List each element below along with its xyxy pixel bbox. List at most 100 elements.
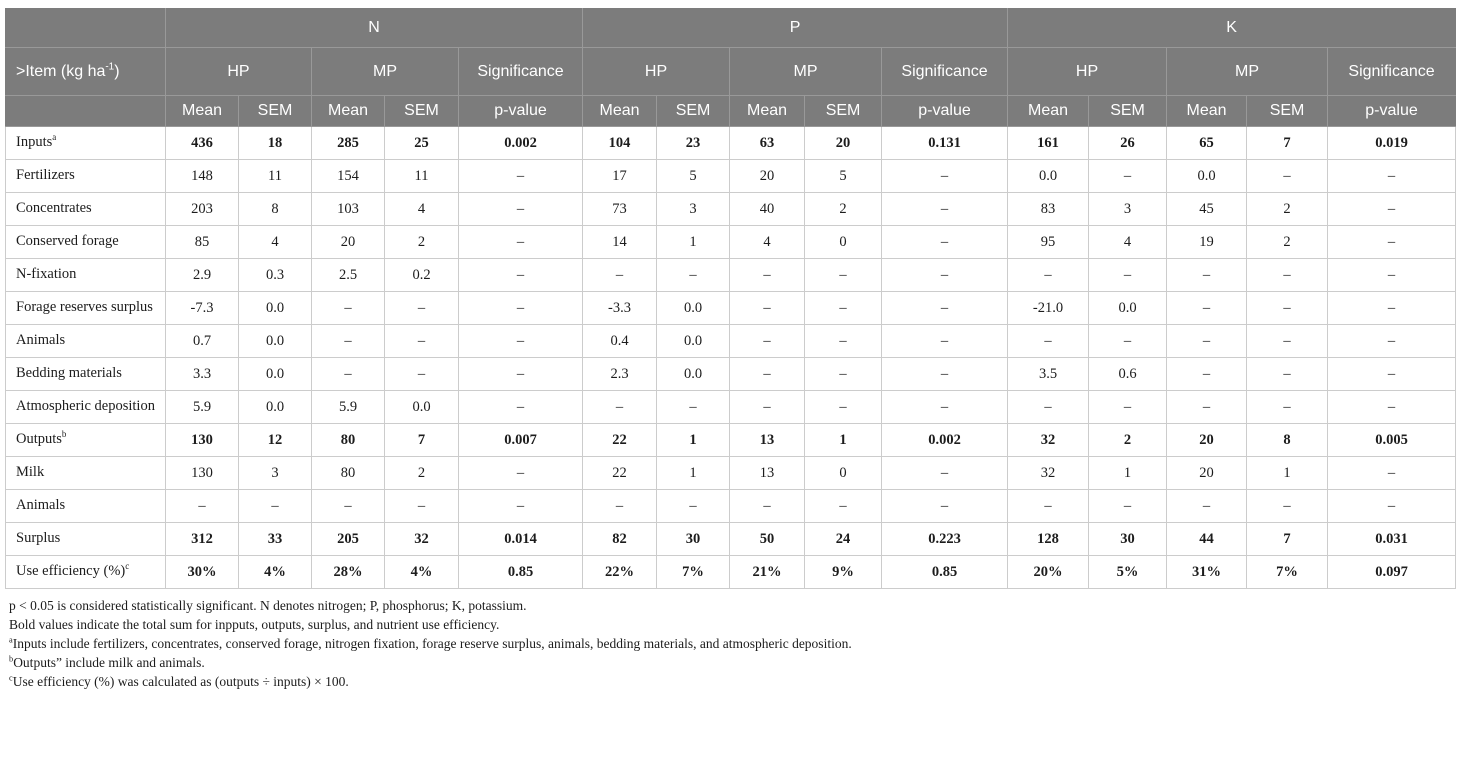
value-cell: – [804, 258, 883, 292]
value-cell: – [1007, 258, 1090, 292]
value-cell: 4% [384, 555, 459, 589]
mean-header: Mean [582, 95, 658, 127]
value-cell: 50 [729, 522, 806, 556]
value-cell: – [311, 324, 385, 358]
value-cell: 0.7 [165, 324, 239, 358]
value-cell: – [881, 225, 1009, 259]
value-cell: 22 [582, 456, 658, 490]
row-label: N-fixation [5, 258, 166, 292]
value-cell: – [729, 258, 806, 292]
value-cell: – [1327, 357, 1457, 391]
value-cell: 2.9 [165, 258, 239, 292]
value-cell: – [1166, 489, 1248, 523]
value-cell: – [1007, 324, 1090, 358]
sem-header: SEM [1246, 95, 1329, 127]
footnote-text: Use efficiency (%) was calculated as (ou… [12, 674, 349, 689]
footnote: p < 0.05 is considered statistically sig… [9, 596, 1455, 615]
group-header-row: N P K [5, 8, 1457, 48]
value-cell: – [729, 357, 806, 391]
value-cell: 0.0 [238, 291, 312, 325]
value-cell: 205 [311, 522, 385, 556]
value-cell: – [384, 324, 459, 358]
value-cell: – [881, 390, 1009, 424]
value-cell: 148 [165, 159, 239, 193]
value-cell: 0.019 [1327, 126, 1457, 160]
nutrient-balance-table: N P K >Item (kg ha-1) HP MP Significance… [5, 8, 1457, 589]
row-label: Inputsa [5, 126, 166, 160]
value-cell: -7.3 [165, 291, 239, 325]
row-label: Atmospheric deposition [5, 390, 166, 424]
value-cell: 0.0 [656, 291, 731, 325]
value-cell: – [457, 258, 584, 292]
value-cell: – [1166, 324, 1248, 358]
hp-header-n: HP [165, 47, 312, 96]
value-cell: 20 [1166, 423, 1248, 457]
sem-header: SEM [238, 95, 312, 127]
sem-header: SEM [384, 95, 459, 127]
value-cell: 20 [804, 126, 883, 160]
mean-header: Mean [165, 95, 239, 127]
table-body: Inputsa 436 18 285 25 0.002 104 23 63 20 0.131 161 2… [5, 126, 1457, 589]
footnote-sup: b [9, 654, 14, 664]
value-cell: – [881, 489, 1009, 523]
table-row: Animals 0.7 0.0– – –0.4 0.0– – – – – – – – [5, 324, 1457, 358]
value-cell: – [1166, 291, 1248, 325]
value-cell: 0.0 [656, 324, 731, 358]
value-cell: – [457, 225, 584, 259]
row-label: Fertilizers [5, 159, 166, 193]
value-cell: 4 [729, 225, 806, 259]
item-header-empty [5, 95, 166, 127]
value-cell: 2 [1246, 192, 1329, 226]
table-header: N P K >Item (kg ha-1) HP MP Significance… [5, 8, 1457, 127]
value-cell: 30% [165, 555, 239, 589]
value-cell: -3.3 [582, 291, 658, 325]
value-cell: – [1166, 258, 1248, 292]
pvalue-header: p-value [881, 95, 1009, 127]
mean-header: Mean [1007, 95, 1090, 127]
value-cell: – [656, 390, 731, 424]
value-cell: 20 [729, 159, 806, 193]
value-cell: 2.5 [311, 258, 385, 292]
value-cell: 19 [1166, 225, 1248, 259]
value-cell: – [729, 324, 806, 358]
value-cell: 2 [1246, 225, 1329, 259]
table-row: Animals – – – – – – – – – – – – – – – [5, 489, 1457, 523]
value-cell: 5 [804, 159, 883, 193]
table-row: Forage reserves surplus -7.3 0.0– – – -3.3 0.0… [5, 291, 1457, 325]
value-cell: 3 [238, 456, 312, 490]
value-cell: – [238, 489, 312, 523]
item-header: >Item (kg ha-1) [5, 47, 166, 96]
value-cell: 40 [729, 192, 806, 226]
value-cell: – [457, 456, 584, 490]
value-cell: 22% [582, 555, 658, 589]
row-label: Concentrates [5, 192, 166, 226]
pvalue-header: p-value [457, 95, 584, 127]
value-cell: 30 [656, 522, 731, 556]
value-cell: 12 [238, 423, 312, 457]
table-row: Fertilizers 148 11 154 11–17 5 20 5–0.0–0.0– – [5, 159, 1457, 193]
value-cell: 2.3 [582, 357, 658, 391]
treatment-header-row: >Item (kg ha-1) HP MP Significance HP MP… [5, 47, 1457, 96]
table-row: Inputsa 436 18 285 25 0.002 104 23 63 20 0.131 161 2… [5, 126, 1457, 160]
value-cell: 82 [582, 522, 658, 556]
value-cell: 0.002 [457, 126, 584, 160]
value-cell: 0.0 [238, 357, 312, 391]
value-cell: – [384, 489, 459, 523]
mp-header-k: MP [1166, 47, 1329, 96]
value-cell: 20% [1007, 555, 1090, 589]
corner-cell [5, 8, 166, 48]
value-cell: – [457, 291, 584, 325]
value-cell: 0.014 [457, 522, 584, 556]
value-cell: – [1327, 291, 1457, 325]
value-cell: – [457, 357, 584, 391]
value-cell: 0 [804, 225, 883, 259]
value-cell: – [1327, 225, 1457, 259]
row-label: Outputsb [5, 423, 166, 457]
value-cell: 5.9 [165, 390, 239, 424]
value-cell: 5.9 [311, 390, 385, 424]
value-cell: 0.3 [238, 258, 312, 292]
value-cell: 3 [1088, 192, 1168, 226]
value-cell: 7 [1246, 126, 1329, 160]
stat-header-row: Mean SEM Mean SEM p-value Mean SEM Mean … [5, 95, 1457, 127]
value-cell: – [457, 159, 584, 193]
